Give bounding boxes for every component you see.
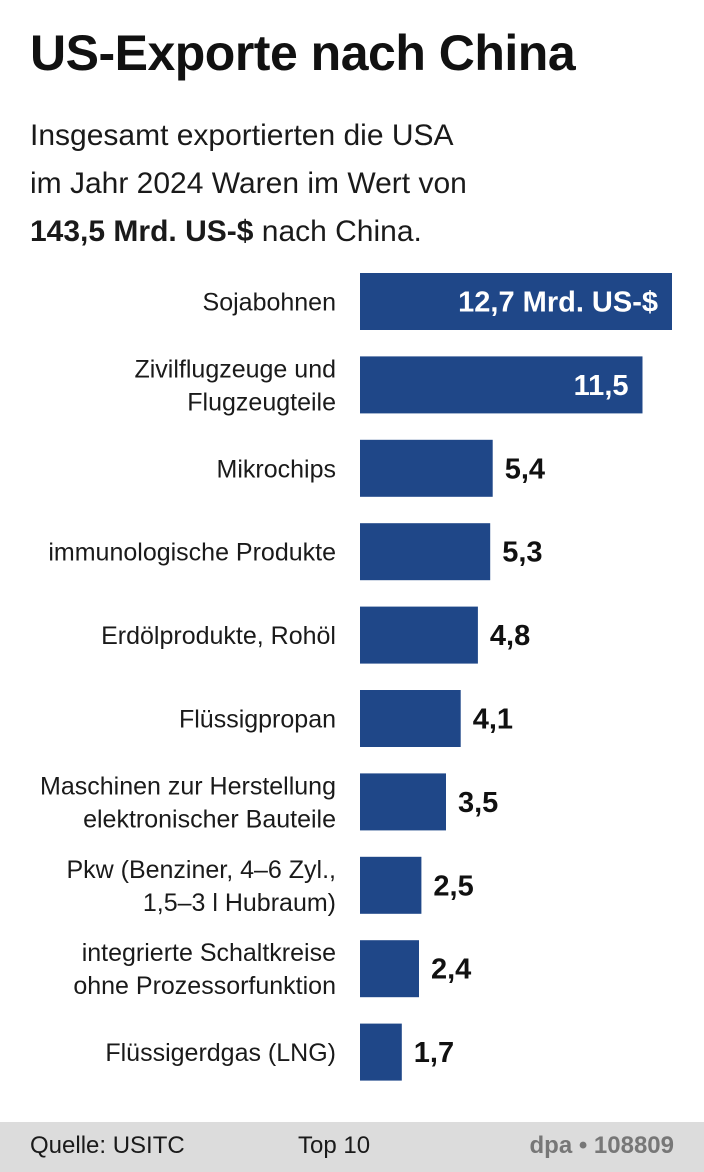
bar-4 bbox=[360, 523, 491, 581]
bar-chart: Sojabohnen 12,7 Mrd. US-$ Zivilflugzeuge u… bbox=[40, 273, 672, 1081]
source-label: Quelle: USITC bbox=[30, 1132, 185, 1159]
value-label-10: 1,7 bbox=[414, 1037, 454, 1069]
value-label-3: 5,4 bbox=[505, 453, 545, 485]
bar-2 bbox=[360, 356, 643, 414]
subtitle-line-1: Insgesamt exportierten die USA bbox=[30, 119, 454, 152]
value-label-8: 2,5 bbox=[433, 870, 473, 902]
value-label-7: 3,5 bbox=[458, 787, 498, 819]
bar-10 bbox=[360, 1023, 402, 1081]
category-label-4: immunologische Produkte bbox=[48, 539, 336, 567]
value-label-1: 12,7 Mrd. US-$ bbox=[458, 287, 658, 319]
category-label-9-line-1: integrierte Schaltkreise bbox=[82, 939, 336, 967]
value-label-5: 4,8 bbox=[490, 620, 530, 652]
category-label-6: Flüssigpropan bbox=[179, 706, 336, 734]
bar-8 bbox=[360, 856, 422, 914]
footer: Quelle: USITC Top 10 dpa • 108809 bbox=[0, 1122, 704, 1172]
bar-3 bbox=[360, 439, 493, 497]
bar-1 bbox=[360, 273, 672, 330]
chart-title: US-Exporte nach China bbox=[30, 25, 576, 81]
category-label-3: Mikrochips bbox=[217, 455, 336, 483]
category-label-2-line-2: Flugzeugteile bbox=[187, 388, 336, 416]
chart-subtitle: Insgesamt exportierten die USA im Jahr 2… bbox=[30, 112, 467, 256]
value-label-9: 2,4 bbox=[431, 954, 471, 986]
category-label-10: Flüssigerdgas (LNG) bbox=[105, 1039, 336, 1067]
subtitle-total-value: 143,5 Mrd. US-$ bbox=[30, 215, 254, 248]
agency-credit: dpa • 108809 bbox=[529, 1132, 675, 1159]
bar-9 bbox=[360, 940, 419, 998]
category-label-2-line-1: Zivilflugzeuge und bbox=[134, 355, 336, 383]
bar-7 bbox=[360, 773, 446, 831]
value-label-2: 11,5 bbox=[574, 370, 629, 402]
subtitle-line-2: im Jahr 2024 Waren im Wert von bbox=[30, 167, 467, 200]
category-label-7-line-2: elektronischer Bauteile bbox=[83, 805, 336, 833]
subtitle-line-3: nach China. bbox=[253, 215, 422, 248]
bar-5 bbox=[360, 606, 478, 664]
category-label-8-line-1: Pkw (Benziner, 4–6 Zyl., bbox=[66, 856, 336, 884]
value-label-4: 5,3 bbox=[502, 537, 542, 569]
category-label-9-line-2: ohne Prozessorfunktion bbox=[73, 972, 336, 1000]
category-label-8-line-2: 1,5–3 l Hubraum) bbox=[143, 889, 336, 917]
top-10-label: Top 10 bbox=[298, 1132, 371, 1159]
category-label-5: Erdölprodukte, Rohöl bbox=[101, 622, 336, 650]
bar-6 bbox=[360, 690, 461, 747]
value-label-6: 4,1 bbox=[473, 704, 513, 736]
category-label-1: Sojabohnen bbox=[203, 289, 336, 317]
category-label-7-line-1: Maschinen zur Herstellung bbox=[40, 772, 336, 800]
